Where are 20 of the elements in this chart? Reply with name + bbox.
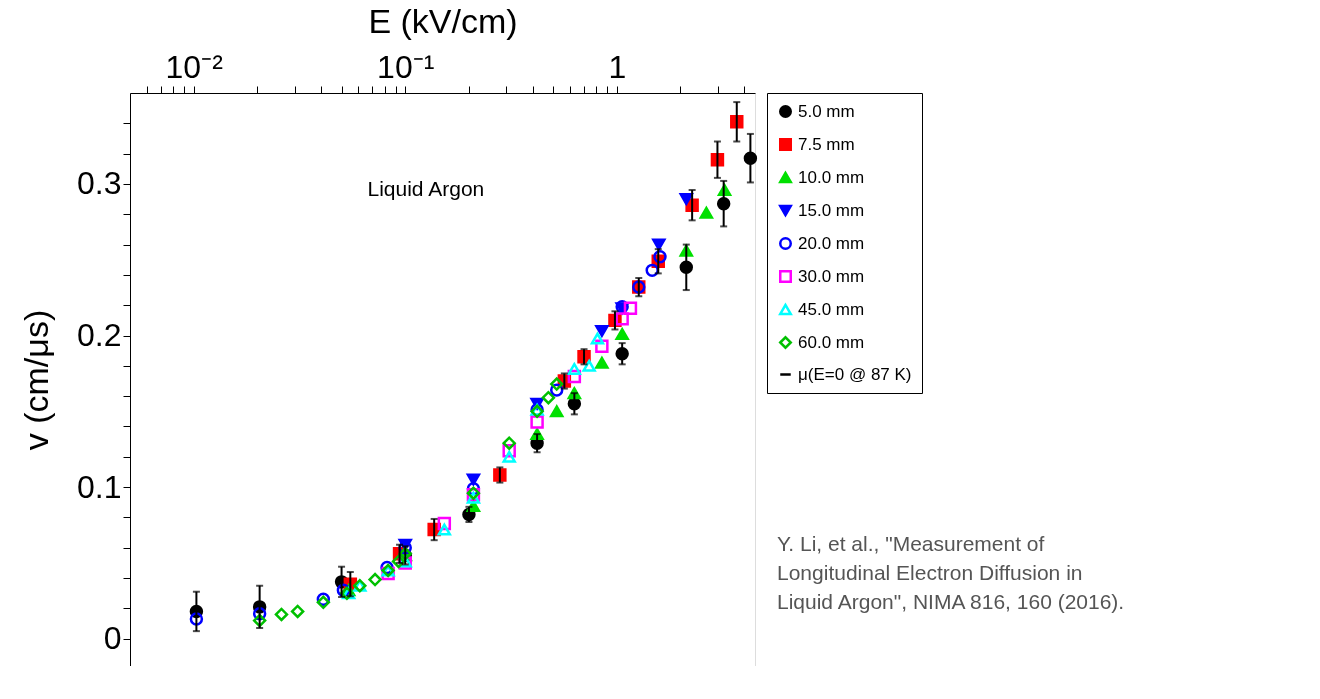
legend-label: 15.0 mm xyxy=(798,200,865,220)
y-tick-label: 0 xyxy=(103,620,122,657)
legend-label: 60.0 mm xyxy=(798,332,865,352)
x-axis-title: E (kV/cm) xyxy=(368,1,518,40)
y-tick-label: 0.2 xyxy=(77,317,122,354)
legend-label: 30.0 mm xyxy=(798,266,865,286)
legend-label: 45.0 mm xyxy=(798,299,865,319)
legend-label: 20.0 mm xyxy=(798,233,865,253)
x-tick-label: 10⁻¹ xyxy=(377,48,435,85)
legend-label: 7.5 mm xyxy=(798,134,855,154)
legend-label: μ(E=0 @ 87 K) xyxy=(798,364,912,384)
text: Y. Li, et al., "Measurement of Longitudinal Electron Diffusion in Liquid Argon", NIMA 816, 160 (2016). xyxy=(777,532,1125,614)
legend-label: 10.0 mm xyxy=(798,167,865,187)
annotation: Liquid Argon xyxy=(367,177,485,201)
x-tick-label: 1 xyxy=(608,48,627,85)
y-tick-label: 0.1 xyxy=(77,468,122,505)
y-axis-title: v (cm/μs) xyxy=(17,309,56,451)
y-tick-label: 0.3 xyxy=(77,165,122,202)
legend-label: 5.0 mm xyxy=(798,101,855,121)
x-tick-label: 10⁻² xyxy=(165,48,224,85)
